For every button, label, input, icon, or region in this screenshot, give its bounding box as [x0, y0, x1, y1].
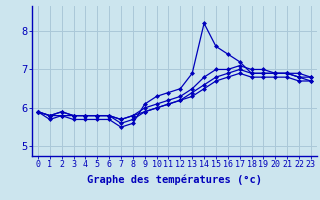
- X-axis label: Graphe des températures (°c): Graphe des températures (°c): [87, 175, 262, 185]
